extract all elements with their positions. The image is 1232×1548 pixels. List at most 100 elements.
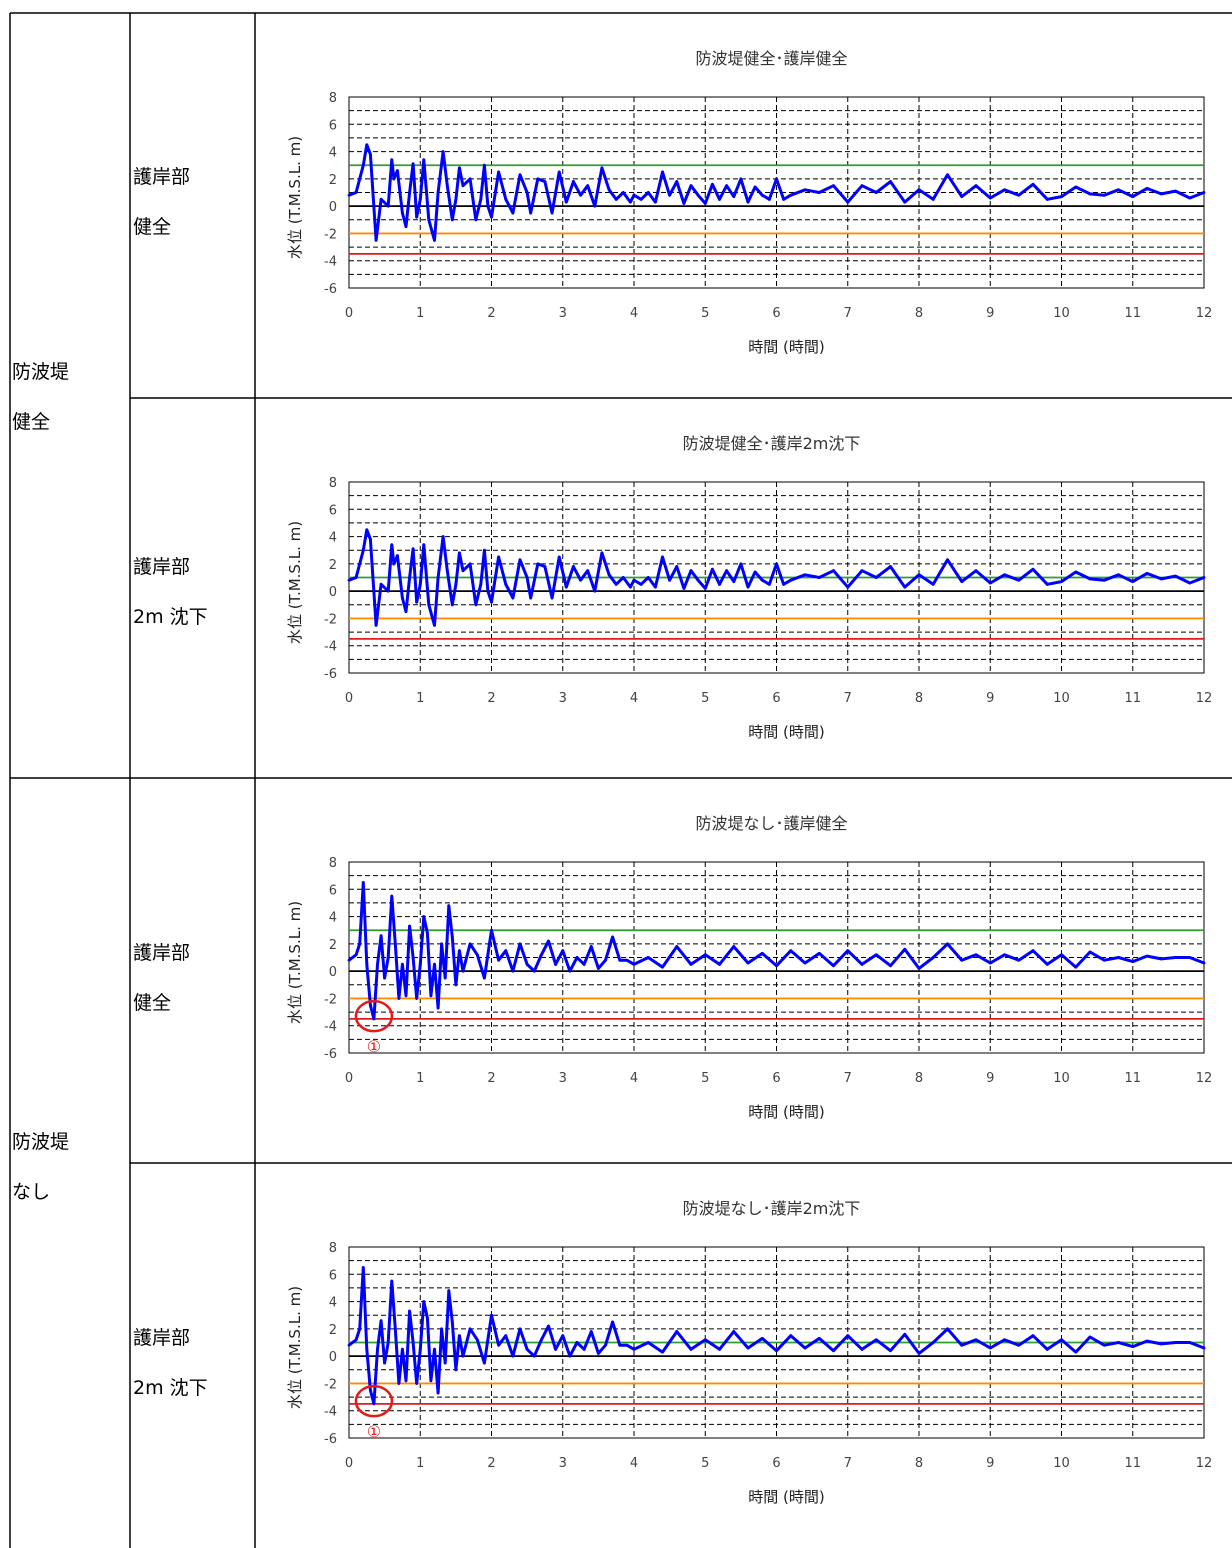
series-point bbox=[600, 551, 604, 555]
series-point bbox=[960, 580, 964, 583]
series-point bbox=[746, 585, 750, 589]
series-point bbox=[1074, 965, 1078, 969]
y-tick-label: 6 bbox=[329, 1268, 337, 1283]
series-point bbox=[1159, 957, 1163, 961]
series-point bbox=[1060, 953, 1063, 957]
series-point bbox=[817, 1337, 821, 1340]
series-point bbox=[668, 578, 672, 582]
x-tick-label: 6 bbox=[772, 1071, 780, 1086]
series-point bbox=[1131, 960, 1135, 963]
chart-panel-4: 防波堤なし･護岸2m沈下 8 6 4 2 0 -2 -4 -6 0 1 2 3 4 5 6 7 8 9 10 11 12 時… bbox=[256, 1164, 1232, 1548]
series-point bbox=[440, 942, 444, 946]
series-point bbox=[411, 956, 415, 959]
x-tick-label: 8 bbox=[915, 691, 923, 706]
y-tick-label: 8 bbox=[329, 91, 337, 106]
series-point bbox=[1102, 578, 1106, 582]
y-tick-label: -2 bbox=[324, 612, 337, 627]
y-tick-label: -4 bbox=[324, 255, 337, 270]
series-point bbox=[454, 582, 458, 586]
series-point bbox=[525, 576, 529, 579]
seawall-label-line1: 護岸部 bbox=[133, 942, 191, 964]
series-point bbox=[422, 158, 426, 162]
series-point bbox=[393, 942, 397, 946]
annotation-label: ① bbox=[367, 1037, 381, 1056]
series-point bbox=[404, 994, 408, 998]
series-point bbox=[543, 565, 547, 568]
series-point bbox=[974, 953, 978, 957]
series-point bbox=[1074, 1350, 1078, 1354]
series-point bbox=[461, 184, 465, 188]
series-point bbox=[461, 969, 465, 973]
y-tick-label: 0 bbox=[329, 200, 337, 215]
series-point bbox=[454, 983, 458, 987]
series-point bbox=[775, 177, 778, 181]
series-point bbox=[696, 578, 700, 582]
series-point bbox=[1060, 580, 1063, 583]
series-point bbox=[789, 193, 793, 197]
series-point bbox=[646, 1341, 650, 1344]
series-point bbox=[1074, 185, 1078, 189]
series-point bbox=[529, 596, 533, 600]
series-point bbox=[418, 582, 422, 586]
series-point bbox=[479, 582, 483, 586]
series-point bbox=[441, 535, 445, 538]
series-point bbox=[368, 1388, 372, 1392]
series-point bbox=[365, 143, 369, 147]
series-point bbox=[454, 1368, 458, 1372]
y-tick-label: 2 bbox=[329, 1323, 337, 1338]
series-point bbox=[1088, 577, 1092, 581]
plot-area-border bbox=[348, 861, 1205, 1054]
series-point bbox=[1017, 578, 1021, 582]
series-point bbox=[475, 1338, 479, 1342]
series-point bbox=[931, 582, 935, 586]
series-point bbox=[1174, 1341, 1177, 1344]
series-point bbox=[775, 1349, 778, 1353]
series-point bbox=[497, 1343, 501, 1347]
series-point bbox=[593, 589, 597, 593]
y-tick-label: 2 bbox=[329, 938, 337, 953]
series-point bbox=[653, 585, 657, 589]
y-tick-label: 0 bbox=[329, 965, 337, 980]
series-point bbox=[1145, 572, 1149, 575]
series-point bbox=[803, 961, 807, 965]
series-point bbox=[1117, 188, 1120, 192]
series-point bbox=[1031, 1334, 1035, 1338]
x-tick-label: 7 bbox=[844, 306, 852, 321]
series-point bbox=[461, 569, 465, 573]
series-point bbox=[361, 1266, 365, 1269]
x-tick-label: 4 bbox=[630, 306, 638, 321]
breakwater-label-line1: 防波堤 bbox=[12, 1131, 70, 1153]
y-tick-label: -2 bbox=[324, 1377, 337, 1392]
series-point bbox=[1202, 576, 1206, 579]
series-point bbox=[458, 551, 461, 555]
series-line bbox=[348, 1266, 1205, 1406]
series-point bbox=[682, 202, 686, 205]
series-point bbox=[1088, 950, 1092, 954]
series-point bbox=[536, 562, 540, 566]
x-tick-label: 2 bbox=[487, 1071, 495, 1086]
series-point bbox=[361, 881, 365, 884]
series-point bbox=[589, 945, 593, 948]
series-point bbox=[817, 191, 821, 194]
x-tick-label: 12 bbox=[1196, 1071, 1213, 1086]
seawall-label-line2: 2m 沈下 bbox=[133, 1377, 208, 1399]
x-tick-label: 2 bbox=[487, 1456, 495, 1471]
breakwater-label-line2: なし bbox=[12, 1181, 51, 1203]
series-point bbox=[365, 528, 369, 532]
series-point bbox=[596, 1352, 600, 1355]
series-point bbox=[454, 197, 458, 201]
x-tick-label: 11 bbox=[1124, 306, 1141, 321]
chart-title: 防波堤なし･護岸健全 bbox=[695, 814, 847, 833]
series-point bbox=[482, 1361, 486, 1365]
series-point bbox=[347, 958, 351, 962]
breakwater-label-none: 防波堤 なし bbox=[12, 1128, 69, 1206]
series-point bbox=[436, 1391, 440, 1395]
breakwater-label-line2: 健全 bbox=[12, 411, 51, 433]
series-point bbox=[441, 150, 445, 153]
series-point bbox=[568, 969, 572, 973]
seawall-label-line1: 護岸部 bbox=[133, 556, 191, 578]
chart-panel-3: 防波堤なし･護岸健全 8 6 4 2 0 -2 -4 -6 0 1 2 3 4 5 6 7 8 9 10 11 12 時間 … bbox=[256, 779, 1232, 1162]
series-point bbox=[408, 576, 411, 579]
series-point bbox=[436, 191, 440, 194]
